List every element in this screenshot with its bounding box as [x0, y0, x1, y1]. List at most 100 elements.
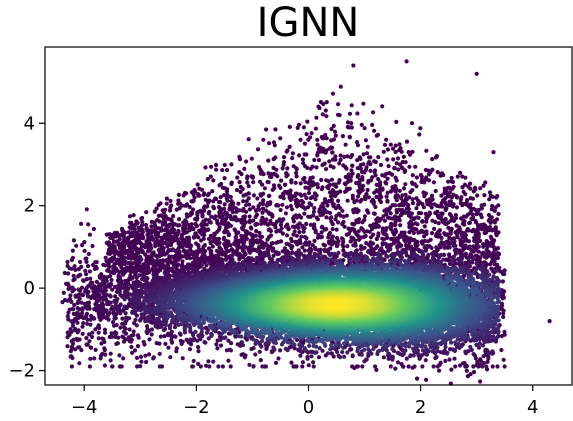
scatter-point: [234, 187, 240, 193]
scatter-point: [271, 165, 276, 170]
scatter-point: [420, 364, 425, 369]
scatter-point: [289, 178, 294, 183]
scatter-point: [294, 233, 299, 238]
scatter-point: [244, 159, 249, 164]
scatter-point: [65, 344, 70, 349]
scatter-point: [471, 244, 476, 249]
scatter-point: [389, 188, 394, 193]
scatter-point: [275, 174, 280, 179]
scatter-point: [426, 213, 431, 218]
scatter-point: [413, 164, 418, 169]
scatter-point: [385, 199, 390, 204]
scatter-point: [202, 255, 207, 261]
scatter-point: [214, 342, 219, 347]
scatter-point: [400, 159, 405, 165]
scatter-point: [388, 247, 393, 252]
scatter-point: [484, 255, 489, 260]
scatter-point: [142, 342, 147, 347]
scatter-point: [372, 170, 377, 175]
scatter-point: [300, 245, 305, 250]
scatter-point: [88, 356, 93, 361]
scatter-point: [329, 242, 335, 247]
scatter-point: [419, 239, 424, 245]
scatter-point: [380, 104, 385, 109]
scatter-point: [265, 179, 270, 185]
scatter-point: [404, 139, 410, 144]
scatter-point: [179, 236, 184, 241]
scatter-point: [454, 231, 459, 236]
scatter-point: [196, 361, 201, 366]
scatter-point: [368, 178, 374, 183]
scatter-point: [390, 185, 395, 190]
scatter-point: [220, 364, 225, 369]
scatter-point: [226, 232, 232, 237]
scatter-point: [61, 290, 66, 295]
scatter-point: [155, 238, 160, 243]
scatter-point: [191, 227, 196, 232]
scatter-point: [109, 277, 114, 283]
scatter-point: [81, 321, 86, 326]
scatter-point: [274, 240, 279, 245]
scatter-point: [398, 223, 403, 228]
scatter-point: [431, 364, 436, 369]
scatter-point: [211, 178, 216, 183]
scatter-point: [349, 174, 354, 179]
scatter-point: [302, 192, 307, 197]
scatter-point: [502, 364, 507, 369]
scatter-point: [273, 127, 278, 132]
scatter-point: [283, 182, 288, 187]
scatter-point: [122, 257, 127, 262]
scatter-point: [122, 230, 128, 235]
scatter-point: [268, 233, 274, 238]
scatter-point: [315, 182, 320, 187]
scatter-point: [240, 208, 245, 213]
scatter-point: [127, 214, 133, 219]
scatter-point: [382, 218, 387, 223]
scatter-point: [355, 364, 360, 369]
scatter-point: [349, 103, 354, 108]
scatter-point: [191, 358, 196, 364]
scatter-point: [330, 150, 335, 155]
scatter-point: [251, 193, 256, 198]
scatter-point: [276, 356, 281, 361]
scatter-point: [444, 239, 449, 245]
scatter-point: [306, 214, 311, 219]
scatter-point: [316, 355, 322, 360]
scatter-point: [387, 171, 392, 176]
scatter-point: [203, 197, 208, 202]
scatter-point: [161, 216, 166, 221]
scatter-point: [394, 161, 399, 166]
scatter-point: [181, 193, 186, 198]
scatter-point: [216, 199, 221, 205]
scatter-point: [174, 346, 179, 351]
scatter-point: [404, 59, 409, 64]
scatter-point: [302, 225, 307, 230]
scatter-point: [149, 332, 154, 337]
scatter-point: [356, 173, 361, 178]
scatter-point: [255, 147, 261, 152]
scatter-point: [347, 186, 352, 191]
scatter-point: [238, 184, 243, 189]
scatter-point: [397, 148, 402, 153]
scatter-point: [345, 120, 351, 125]
scatter-point: [250, 175, 255, 180]
scatter-point: [195, 338, 200, 343]
scatter-point: [127, 327, 132, 332]
scatter-point: [373, 204, 378, 210]
scatter-point: [432, 226, 437, 231]
scatter-point: [239, 352, 244, 357]
scatter-point: [271, 140, 277, 145]
scatter-point: [120, 316, 125, 321]
scatter-point: [302, 248, 307, 253]
scatter-point: [371, 211, 377, 216]
scatter-point: [405, 202, 411, 207]
scatter-point: [501, 314, 506, 320]
scatter-point: [304, 152, 309, 157]
scatter-point: [338, 84, 343, 89]
scatter-point: [408, 236, 413, 241]
scatter-point: [454, 223, 459, 228]
scatter-point: [132, 227, 137, 232]
scatter-point: [70, 323, 76, 328]
scatter-point: [350, 163, 355, 168]
scatter-point: [269, 241, 274, 246]
